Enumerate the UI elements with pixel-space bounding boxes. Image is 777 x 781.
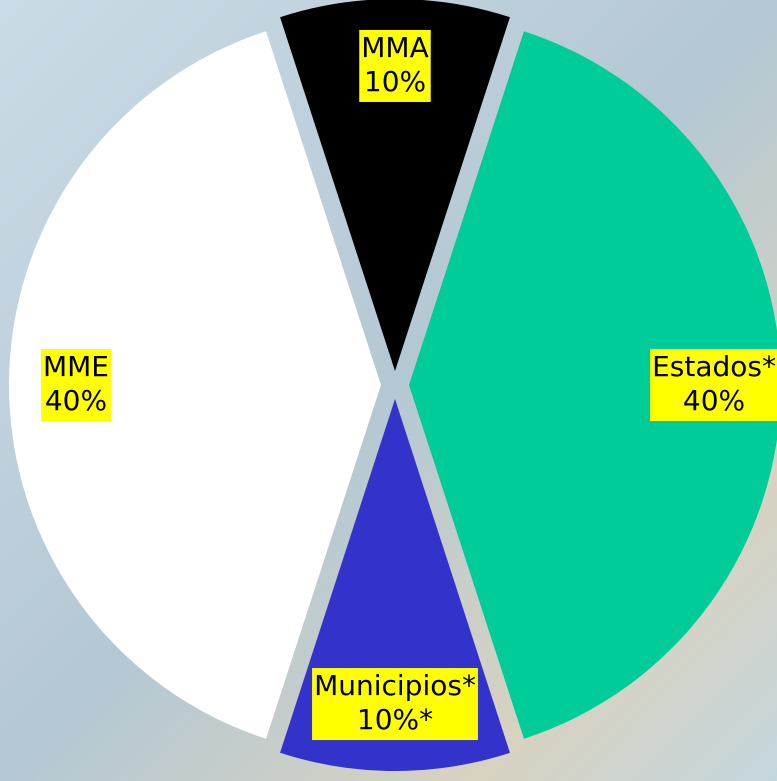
value-label: 40% [683, 384, 745, 417]
pie-slice [8, 31, 381, 739]
label-background [359, 29, 431, 102]
category-label: Estados* [652, 350, 776, 383]
label-background [40, 349, 111, 421]
slice-label: Municipios*10%* [312, 668, 478, 741]
category-label: Municipios* [314, 669, 476, 702]
label-background [312, 668, 478, 741]
category-label: MME [43, 350, 109, 383]
slice-label: Estados*40% [650, 349, 777, 421]
pie-slice [409, 31, 777, 739]
label-background [650, 349, 777, 421]
value-label: 10%* [357, 703, 433, 736]
value-label: 10% [364, 65, 426, 98]
category-label: MMA [361, 31, 428, 64]
pie-slice [280, 0, 510, 371]
value-label: 40% [45, 384, 107, 417]
